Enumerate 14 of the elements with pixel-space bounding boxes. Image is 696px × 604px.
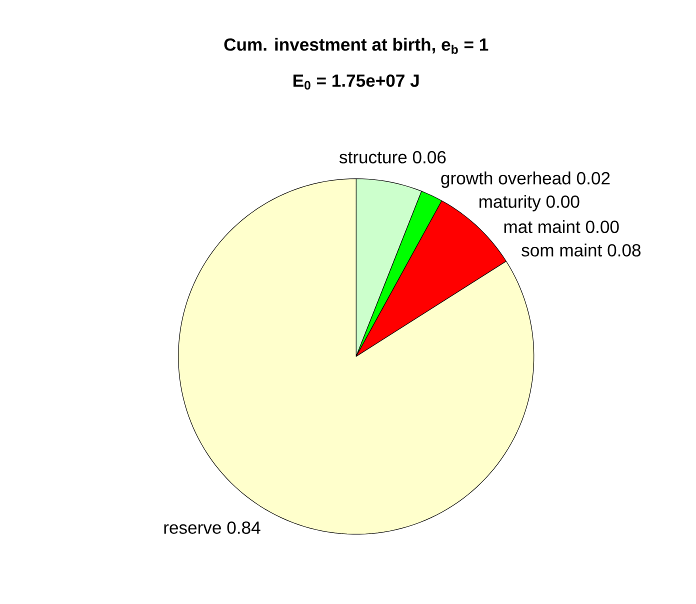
data-label: 0.02 — [577, 172, 610, 185]
slice-label: structure — [339, 152, 407, 164]
category-label: maturity — [480, 195, 541, 212]
data-label: 0.08 — [608, 244, 641, 257]
text: 0.00 — [546, 196, 580, 208]
data-label: 0.84 — [227, 522, 260, 534]
chart-title: Cum. investment at birth, e$_{b}$ = 1 — [224, 38, 488, 54]
category-label: mat maint — [504, 220, 580, 234]
text: 0.00 — [586, 220, 619, 234]
data-label: 0.06 — [412, 151, 446, 164]
slice-label: som maint — [522, 244, 602, 257]
slice-label: growth overhead — [441, 172, 570, 188]
chart-subtitle: E$_{0}$ = 1.75e+07 J — [294, 74, 419, 90]
slice-label: reserve — [164, 524, 221, 534]
